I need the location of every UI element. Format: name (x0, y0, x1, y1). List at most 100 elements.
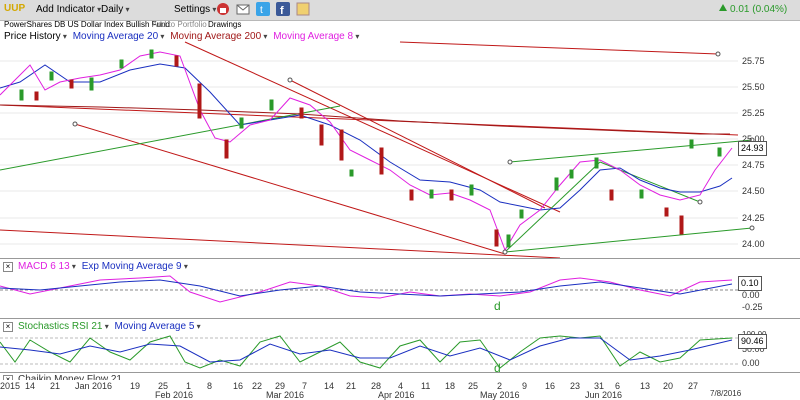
stoch-rsi-line (0, 335, 733, 369)
price-chart[interactable] (0, 30, 800, 260)
y-tick: 25.50 (742, 82, 765, 92)
x-tick: 6 (615, 381, 621, 391)
legend-price-history[interactable]: Price History (4, 31, 67, 42)
x-tick: 21 (346, 381, 357, 391)
x-tick: 29 (275, 381, 286, 391)
y-tick-macd: -0.25 (742, 302, 763, 312)
legend-ma20[interactable]: Moving Average 20 (73, 31, 165, 42)
x-tick: Feb 2016 (155, 390, 194, 400)
x-tick: 31 (594, 381, 605, 391)
x-tick: 25 (468, 381, 479, 391)
ma8-line (0, 51, 733, 252)
legend-stoch-ma[interactable]: Moving Average 5 (115, 321, 201, 332)
timeframe-dropdown[interactable]: Daily (101, 4, 129, 15)
macd-ema-line (0, 279, 733, 297)
x-tick: 2 (497, 381, 503, 391)
y-tick: 24.75 (742, 160, 765, 170)
y-tick-stoch: 0.00 (742, 358, 760, 368)
settings-menu[interactable]: Settings (174, 4, 216, 15)
fund-name: PowerShares DB US Dollar Index Bullish F… (4, 20, 170, 29)
legend-stoch-rsi[interactable]: Stochastics RSI 21 (18, 321, 109, 332)
stoch-ma-line (0, 337, 733, 363)
x-tick: 2015 (0, 381, 21, 391)
y-tick: 25.25 (742, 108, 765, 118)
add-indicator-menu[interactable]: Add Indicator (36, 4, 101, 15)
svg-text:t: t (260, 5, 263, 16)
cmf-legend[interactable]: Chaikin Money Flow 21 (18, 374, 122, 385)
x-tick: 25 (158, 381, 169, 391)
trendline-handles[interactable] (72, 51, 755, 255)
x-axis (0, 380, 800, 400)
up-arrow-icon (718, 3, 728, 16)
y-tick: 24.50 (742, 186, 765, 196)
red-trendlines[interactable] (0, 41, 739, 259)
top-toolbar: UUP Add Indicator Daily Settings t f 0.0… (0, 0, 800, 21)
x-tick: 7 (302, 381, 308, 391)
close-icon[interactable]: × (3, 322, 13, 332)
price-tag: 24.93 (738, 141, 767, 156)
sub-toolbar: PowerShares DB US Dollar Index Bullish F… (0, 20, 800, 30)
stoch-chart[interactable]: d (0, 332, 740, 372)
close-icon[interactable]: × (3, 262, 13, 272)
legend-macd[interactable]: MACD 6 13 (18, 261, 76, 272)
x-tick: 27 (688, 381, 699, 391)
y-tick: 25.00 (742, 134, 765, 144)
y-tick: 24.25 (742, 213, 765, 223)
main-legend: Price History Moving Average 20 Moving A… (4, 31, 362, 42)
x-tick: Apr 2016 (378, 390, 415, 400)
panel-divider (0, 258, 800, 259)
x-tick: 14 (25, 381, 36, 391)
macd-legend: MACD 6 13 Exp Moving Average 9 (18, 261, 191, 272)
x-tick: 16 (545, 381, 556, 391)
x-tick: 23 (570, 381, 581, 391)
drawings-link[interactable]: Drawings (208, 20, 242, 29)
macd-tag: 0.10 (738, 276, 762, 291)
grid-lines (0, 60, 738, 245)
panel-divider (0, 318, 800, 319)
panel-divider (0, 372, 800, 373)
y-tick-macd: 0.00 (742, 290, 760, 300)
x-tick: 8 (207, 381, 213, 391)
x-tick: 28 (371, 381, 382, 391)
twitter-icon[interactable]: t (256, 2, 270, 19)
x-tick: 1 (186, 381, 192, 391)
annotation-d: d (494, 361, 501, 372)
x-tick: Jun 2016 (585, 390, 623, 400)
x-tick: 11 (421, 381, 431, 391)
stoch-tag: 90.46 (738, 334, 767, 349)
x-tick: 14 (324, 381, 335, 391)
facebook-icon[interactable]: f (276, 2, 290, 19)
candles (19, 49, 722, 248)
x-tick: 13 (640, 381, 651, 391)
x-tick: 16 (233, 381, 244, 391)
svg-text:f: f (280, 5, 284, 16)
ticker-symbol[interactable]: UUP (4, 3, 26, 14)
x-tick: Mar 2016 (266, 390, 305, 400)
stoch-legend: Stochastics RSI 21 Moving Average 5 (18, 321, 204, 332)
x-tick: 21 (50, 381, 61, 391)
price-change: 0.01 (0.04%) (730, 4, 788, 15)
x-tick: 9 (522, 381, 528, 391)
legend-ma200[interactable]: Moving Average 200 (170, 31, 267, 42)
y-tick: 25.75 (742, 56, 765, 66)
add-to-portfolio-link[interactable]: Add to Portfolio (152, 20, 207, 29)
save-icon[interactable] (296, 2, 310, 19)
annotation-d: d (494, 299, 501, 312)
x-tick-date: 7/8/2016 (710, 389, 742, 398)
y-tick: 24.00 (742, 239, 765, 249)
macd-line (0, 275, 733, 303)
y-tick-stoch: 50.00 (742, 344, 765, 354)
x-tick: 18 (445, 381, 456, 391)
envelope-icon[interactable] (236, 2, 250, 19)
x-tick: 19 (130, 381, 141, 391)
x-tick: May 2016 (480, 390, 520, 400)
legend-ma8[interactable]: Moving Average 8 (273, 31, 359, 42)
macd-chart[interactable]: d (0, 272, 740, 312)
x-tick: 4 (398, 381, 404, 391)
x-tick: 22 (252, 381, 263, 391)
legend-macd-ema[interactable]: Exp Moving Average 9 (82, 261, 188, 272)
x-tick: Jan 2016 (75, 381, 113, 391)
ma200-line (0, 104, 730, 135)
lock-icon[interactable] (216, 2, 230, 19)
x-tick: 20 (663, 381, 674, 391)
